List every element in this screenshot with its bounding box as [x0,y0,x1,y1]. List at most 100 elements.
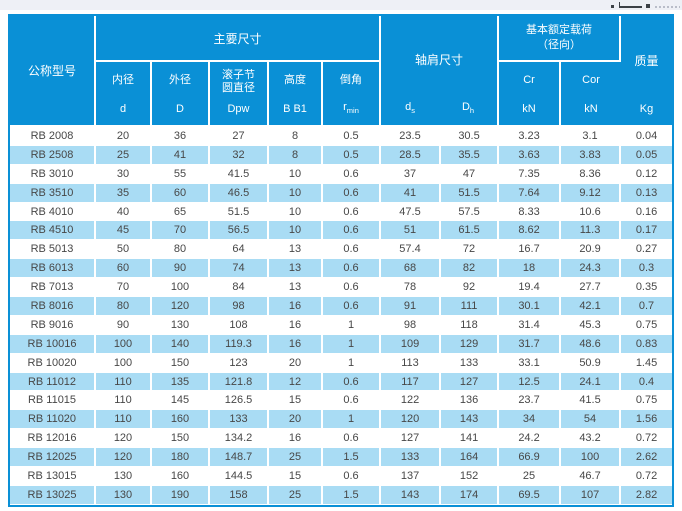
cell-B-B1: 16 [269,334,323,354]
clipped-drawing-marks-icon [0,0,682,12]
cell-D-h: 92 [441,278,500,298]
table-row: RB 9016 90 130 108 16 1 98 118 31.4 45.3 0.75 [10,315,673,335]
cell-D: 160 [152,410,210,430]
load-rating-line1: 基本额定载荷 [526,24,593,37]
cell-Dpw: 32 [210,145,269,165]
cell-B-B1: 25 [269,448,323,468]
mass-label: 质量 [634,54,659,68]
cell-D-h: 61.5 [441,221,500,241]
table-row: RB 4010 40 65 51.5 10 0.6 47.5 57.5 8.33 10.6 0.16 [10,202,673,222]
table-row: RB 3010 30 55 41.5 10 0.6 37 47 7.35 8.36 0.12 [10,164,673,184]
drawing-line-icon [619,6,642,8]
cell-d-s: 57.4 [381,240,442,260]
cell-D: 55 [152,164,210,184]
cell-Cor-kN: 46.7 [561,467,622,486]
cell-D: 120 [152,297,210,316]
cell-mass-Kg: 0.04 [621,127,673,146]
cell-Cor-kN: 54 [561,410,622,430]
cell-d: 25 [96,145,152,165]
cell-model: RB 2508 [10,145,96,165]
cell-r-min: 0.6 [323,372,382,392]
table-row: RB 8016 80 120 98 16 0.6 91 111 30.1 42.1 0.7 [10,297,673,316]
cell-mass-Kg: 2.62 [621,448,673,468]
cell-Dpw: 46.5 [210,183,269,203]
cell-d: 40 [96,202,152,222]
shoulder-dims-label: 轴肩尺寸 [415,52,464,67]
cell-Dpw: 27 [210,127,269,146]
cell-r-min: 0.5 [323,127,382,146]
cell-d: 30 [96,164,152,184]
cell-d: 100 [96,353,152,373]
cell-Cor-kN: 42.1 [561,297,622,316]
cell-model: RB 9016 [10,315,96,335]
cell-Cr-kN: 18 [499,259,562,279]
cell-d-s: 91 [381,297,442,316]
cell-Cor-kN: 20.9 [561,240,622,260]
col-header-inner-diameter: 内径 d [96,62,152,127]
cell-r-min: 0.6 [323,183,382,203]
cell-model: RB 8016 [10,297,96,316]
cell-d-s: 137 [381,467,442,486]
cell-Dpw: 108 [210,315,269,335]
cell-Dpw: 134.2 [210,429,269,449]
cell-Dpw: 123 [210,353,269,373]
drawing-dot-icon [611,5,614,8]
cell-Cr-kN: 8.33 [499,202,562,222]
cell-Cor-kN: 24.1 [561,372,622,392]
cell-r-min: 0.6 [323,221,382,241]
drawing-square-icon [646,4,650,8]
cell-D-h: 141 [441,429,500,449]
cell-d: 60 [96,259,152,279]
cell-d: 110 [96,391,152,411]
cell-B-B1: 12 [269,372,323,392]
cell-Dpw: 51.5 [210,202,269,222]
table-row: RB 13015 130 160 144.5 15 0.6 137 152 25 46.7 0.72 [10,467,673,486]
cell-D-h: 35.5 [441,145,500,165]
cell-d-s: 47.5 [381,202,442,222]
cell-B-B1: 15 [269,391,323,411]
cell-D-h: 82 [441,259,500,279]
cell-Cr-kN: 7.64 [499,183,562,203]
cell-Dpw: 148.7 [210,448,269,468]
cell-model: RB 11020 [10,410,96,430]
cell-Cor-kN: 45.3 [561,315,622,335]
table-row: RB 10016 100 140 119.3 16 1 109 129 31.7 48.6 0.83 [10,334,673,354]
cell-Dpw: 41.5 [210,164,269,184]
cell-Dpw: 133 [210,410,269,430]
cell-B-B1: 20 [269,410,323,430]
cell-r-min: 0.6 [323,278,382,298]
cell-Dpw: 126.5 [210,391,269,411]
cell-Dpw: 64 [210,240,269,260]
cell-mass-Kg: 0.27 [621,240,673,260]
col-group-shoulder-dimensions: 轴肩尺寸 ds Dh [381,16,500,127]
cell-model: RB 10020 [10,353,96,373]
cell-d-s: 133 [381,448,442,468]
cell-d-s: 23.5 [381,127,442,146]
bearing-spec-table: 公称型号 主要尺寸 轴肩尺寸 ds Dh 基本额定载荷 [10,16,673,505]
cell-Dpw: 56.5 [210,221,269,241]
cell-mass-Kg: 0.12 [621,164,673,184]
cell-r-min: 1 [323,353,382,373]
cell-d-s: 68 [381,259,442,279]
cell-D-h: 127 [441,372,500,392]
cell-mass-Kg: 0.75 [621,391,673,411]
cell-Cr-kN: 24.2 [499,429,562,449]
cell-Cr-kN: 31.7 [499,334,562,354]
cell-B-B1: 10 [269,164,323,184]
cell-d: 50 [96,240,152,260]
cell-D: 41 [152,145,210,165]
spec-table-body: RB 2008 20 36 27 8 0.5 23.5 30.5 3.23 3.1 0.04 RB 2… [10,127,673,505]
cell-Cor-kN: 24.3 [561,259,622,279]
cell-Cr-kN: 30.1 [499,297,562,316]
cell-d-s: 78 [381,278,442,298]
cell-D: 190 [152,485,210,505]
cell-mass-Kg: 0.05 [621,145,673,165]
cell-Cr-kN: 66.9 [499,448,562,468]
cell-d: 120 [96,429,152,449]
cell-d: 130 [96,467,152,486]
cell-Cr-kN: 33.1 [499,353,562,373]
cell-Dpw: 98 [210,297,269,316]
cell-B-B1: 13 [269,278,323,298]
cell-Dpw: 158 [210,485,269,505]
cell-model: RB 11015 [10,391,96,411]
